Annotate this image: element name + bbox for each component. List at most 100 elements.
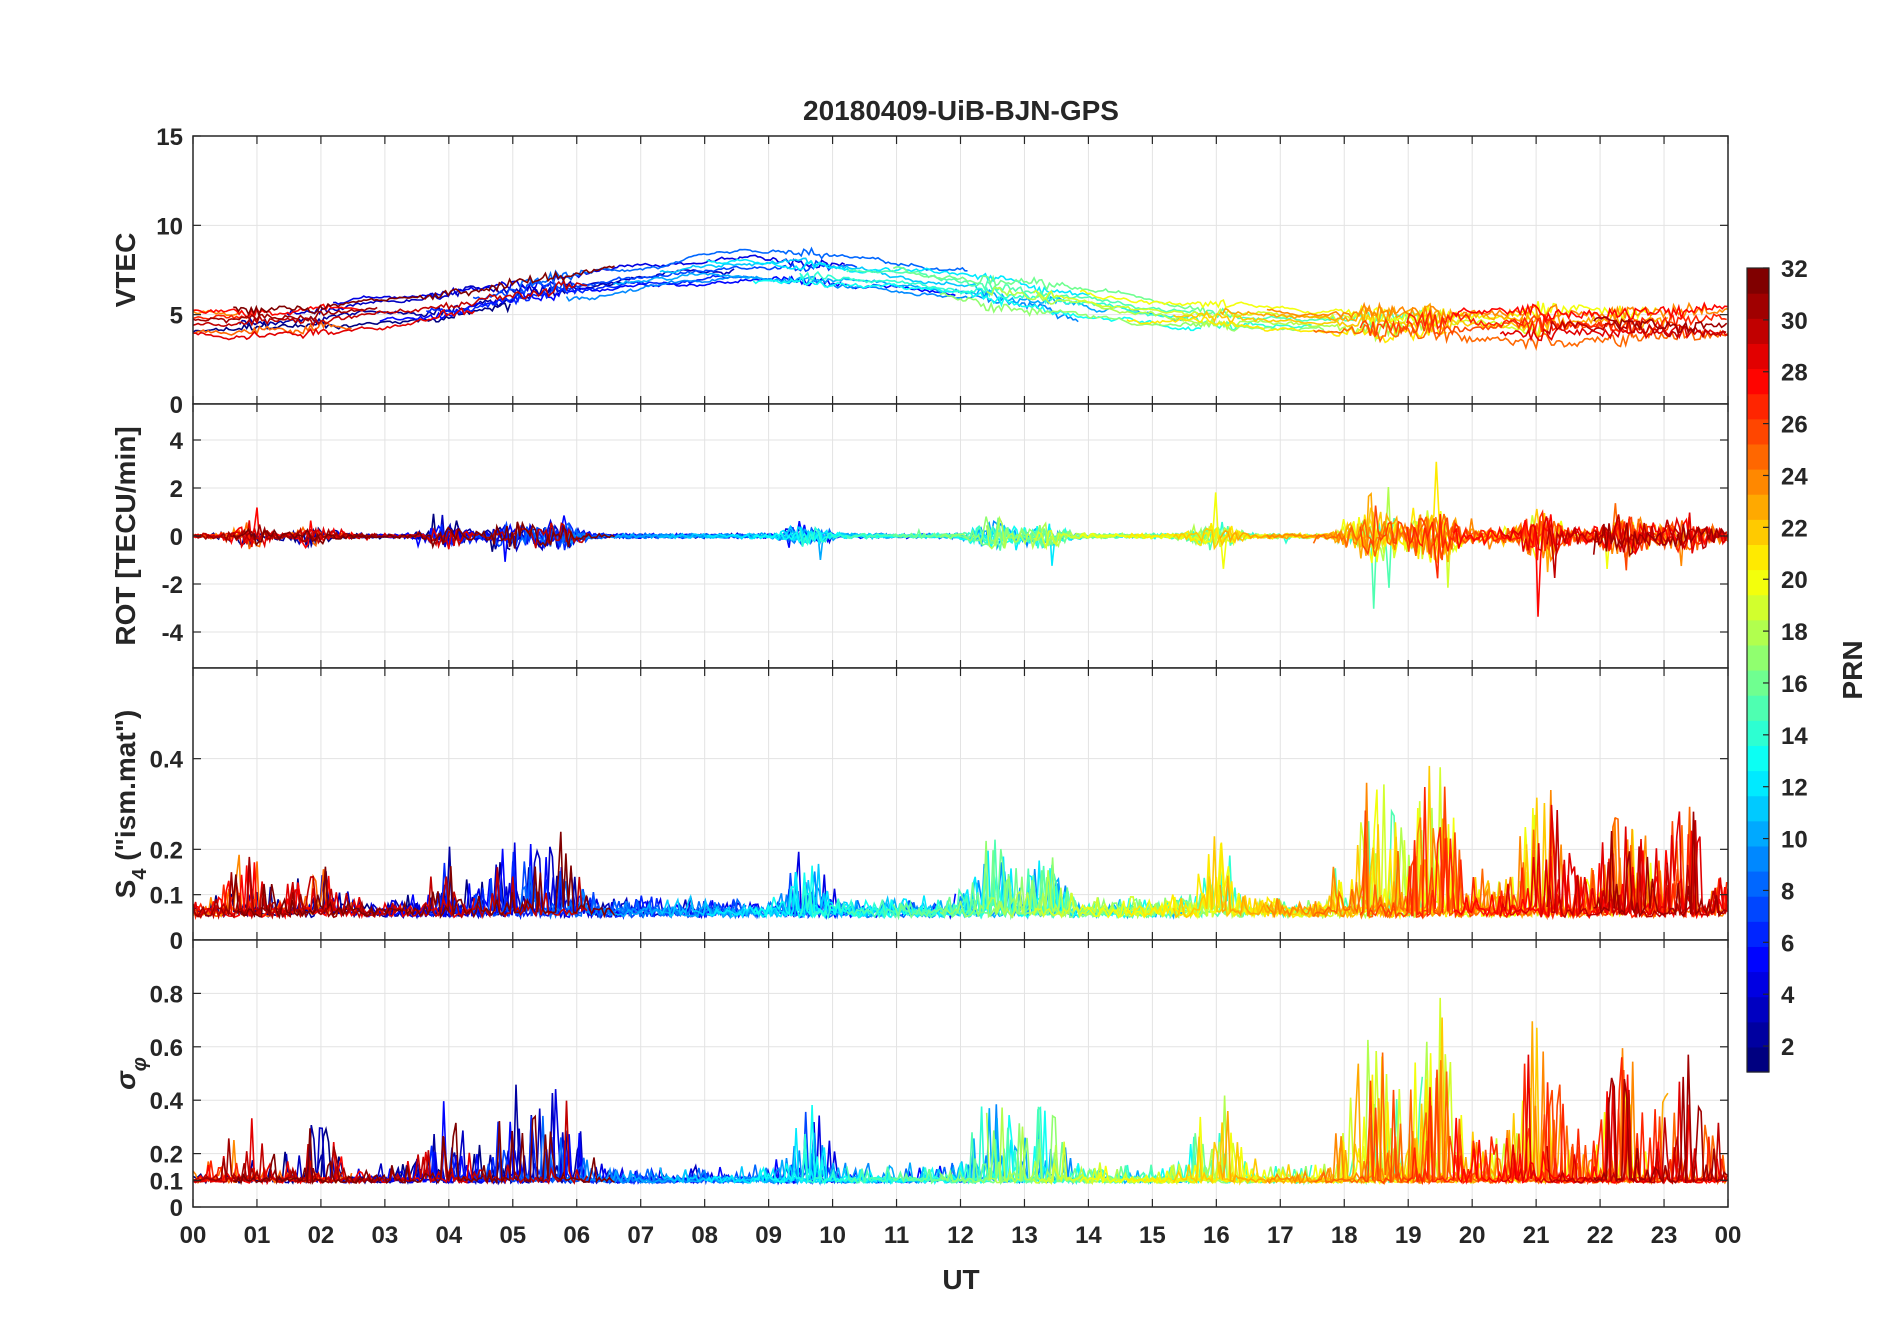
colorbar-swatch	[1747, 921, 1769, 947]
colorbar-tick-label: 16	[1781, 671, 1808, 698]
y-tick-label: 0	[170, 524, 183, 551]
series-line-prn-30	[1546, 809, 1727, 919]
colorbar-tick-label: 2	[1781, 1034, 1794, 1061]
y-axis-label-rot: ROT [TECU/min]	[110, 426, 141, 645]
panel-sigma_phi: 00.10.2 0.4 0.6 0.8 σφ	[110, 939, 1729, 1222]
colorbar-tick-label: 26	[1781, 412, 1808, 439]
colorbar-swatch	[1747, 845, 1769, 872]
x-tick-label: 00	[1715, 1222, 1742, 1249]
x-tick-label: 13	[1011, 1222, 1038, 1249]
colorbar-swatch	[1747, 871, 1769, 897]
colorbar-swatch	[1747, 318, 1769, 344]
series-line-prn-30	[193, 867, 588, 920]
colorbar-swatch	[1747, 720, 1769, 746]
colorbar-tick-label: 4	[1781, 982, 1795, 1009]
colorbar-tick-label: 18	[1781, 619, 1808, 646]
colorbar-label: PRN	[1837, 640, 1868, 699]
colorbar-tick-label: 24	[1781, 463, 1808, 490]
colorbar-swatch	[1747, 544, 1769, 571]
x-tick-label: 19	[1395, 1222, 1422, 1249]
y-tick-label: 10	[156, 213, 183, 240]
y-tick-label: 0.1	[150, 883, 183, 910]
x-ticks	[192, 404, 1729, 668]
series-line-prn-25	[1313, 320, 1728, 351]
colorbar-swatch	[1747, 996, 1769, 1023]
series-line-prn-32	[232, 520, 615, 550]
colorbar-swatch	[1747, 619, 1769, 646]
series-line-prn-20	[1079, 289, 1657, 326]
y-tick-label: 0.2	[150, 837, 183, 864]
colorbar-swatch	[1747, 1046, 1769, 1073]
y-tick-label: 0.6	[150, 1035, 183, 1062]
x-tick-label: 15	[1139, 1222, 1166, 1249]
colorbar-swatch	[1747, 820, 1769, 847]
x-tick-label: 23	[1651, 1222, 1678, 1249]
colorbar-swatch	[1747, 644, 1769, 671]
series-line-prn-12	[706, 258, 1091, 297]
series-line-prn-28	[1452, 301, 1728, 324]
colorbar-tick-label: 14	[1781, 723, 1808, 750]
y-axis-label-vtec: VTEC	[110, 233, 141, 308]
x-tick-label: 07	[627, 1222, 654, 1249]
series-line-prn-29	[1499, 1054, 1728, 1185]
x-tick-label: 00	[180, 1222, 207, 1249]
colorbar-swatch	[1747, 368, 1769, 395]
series-line-prn-28	[193, 303, 365, 319]
y-tick-label: 0.1	[150, 1168, 183, 1195]
series-line-prn-23	[1219, 302, 1669, 331]
colorbar-tick-label: 30	[1781, 308, 1808, 335]
colorbar-swatch	[1747, 443, 1769, 470]
x-tick-label: 02	[308, 1222, 335, 1249]
x-tick-label: 14	[1075, 1222, 1102, 1249]
series-line-prn-32	[232, 831, 616, 920]
y-tick-label: 15	[156, 124, 183, 151]
colorbar-swatch	[1747, 946, 1769, 973]
colorbar-swatch	[1747, 670, 1769, 696]
series-line-prn-29	[1499, 323, 1728, 342]
x-tick-label: 20	[1459, 1222, 1486, 1249]
colorbar-swatch	[1747, 494, 1769, 520]
y-tick-label: 0	[170, 1195, 183, 1222]
series-line-prn-30	[193, 279, 588, 328]
x-tick-label: 09	[755, 1222, 782, 1249]
series-group	[193, 246, 1728, 351]
series-line-prn-11	[659, 524, 981, 545]
x-tick-label: 18	[1331, 1222, 1358, 1249]
series-line-prn-24	[1266, 301, 1728, 325]
series-line-prn-21	[1126, 316, 1447, 344]
series-line-prn-13	[752, 273, 1202, 332]
colorbar-swatch	[1747, 770, 1769, 797]
colorbar-tick-label: 22	[1781, 515, 1808, 542]
x-tick-label: 11	[884, 1222, 909, 1249]
x-tick-label: 17	[1267, 1222, 1294, 1249]
colorbar-tick-label: 10	[1781, 827, 1808, 854]
series-line-prn-6	[425, 274, 747, 315]
colorbar-tick-label: 8	[1781, 878, 1794, 905]
series-line-prn-7	[472, 259, 858, 301]
x-tick-labels: 00 01 02 03 04 05 06 07 08 09 10 11 12 13 14 15 16 17 18 19…	[180, 1222, 1742, 1249]
series-line-prn-32	[233, 1114, 615, 1185]
chart-title: 20180409-UiB-BJN-GPS	[803, 95, 1119, 126]
colorbar-swatch	[1747, 293, 1769, 319]
colorbar-tick-label: 12	[1781, 775, 1808, 802]
colorbar-swatch	[1747, 469, 1769, 495]
y-tick-label: -4	[162, 620, 184, 647]
series-group	[193, 461, 1728, 617]
colorbar-swatch	[1747, 418, 1769, 445]
x-tick-label: 01	[244, 1222, 271, 1249]
panel-s4: 0 0.1 0.2 0.4S4 ("ism.mat")	[110, 667, 1729, 955]
series-line-prn-31	[1593, 811, 1727, 918]
x-tick-label: 06	[563, 1222, 590, 1249]
x-ticks	[192, 136, 1729, 404]
x-ticks	[192, 668, 1729, 940]
series-line-prn-31	[193, 856, 378, 919]
y-tick-label: 0	[170, 928, 183, 955]
series-line-prn-29	[1499, 512, 1728, 557]
colorbar-swatch	[1747, 343, 1769, 370]
series-line-prn-32	[233, 265, 615, 318]
series-line-prn-30	[1546, 1089, 1727, 1185]
x-tick-label: 21	[1523, 1222, 1550, 1249]
colorbar-swatch	[1747, 971, 1769, 998]
